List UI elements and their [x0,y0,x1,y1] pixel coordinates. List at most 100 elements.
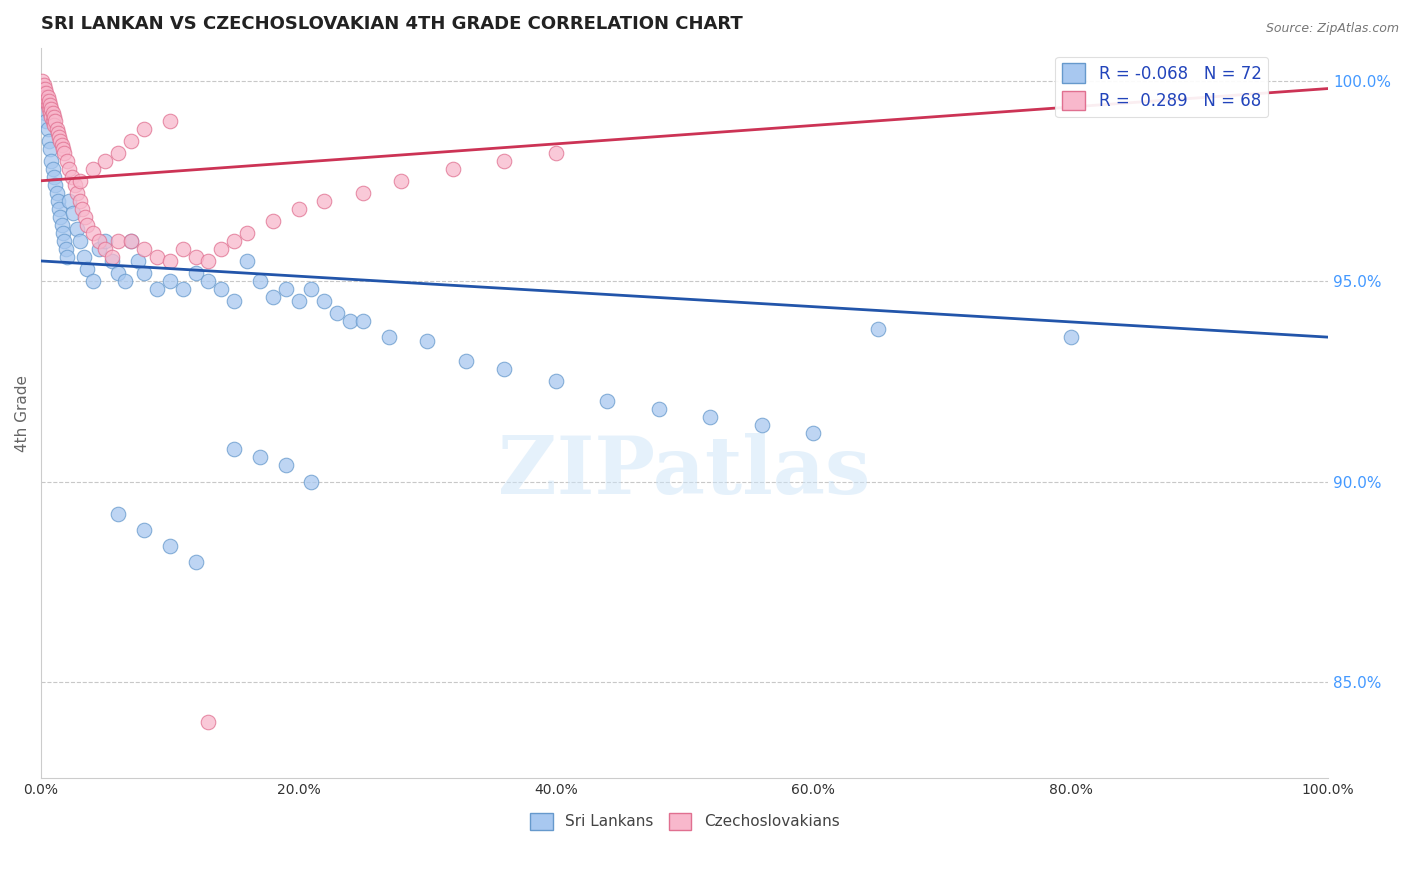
Point [41,113,63,128]
Point [866,322,889,336]
Y-axis label: 4th Grade: 4th Grade [15,375,30,452]
Point [35,94,58,108]
Point [41,102,63,116]
Point [299,475,322,489]
Legend: Sri Lankans, Czechoslovakians: Sri Lankans, Czechoslovakians [523,806,845,837]
Point [159,274,181,288]
Point [184,266,207,280]
Point [73,210,96,224]
Point [72,202,94,216]
Point [159,539,181,553]
Point [1060,330,1083,344]
Point [32,78,55,92]
Point [87,234,110,248]
Point [101,254,124,268]
Point [35,113,58,128]
Text: Source: ZipAtlas.com: Source: ZipAtlas.com [1265,22,1399,36]
Point [236,226,259,240]
Point [262,214,284,228]
Point [38,102,60,116]
Point [41,110,63,124]
Point [66,186,89,200]
Point [224,234,246,248]
Point [159,113,181,128]
Point [391,174,413,188]
Point [66,222,89,236]
Point [45,121,67,136]
Point [49,210,72,224]
Point [42,118,65,132]
Point [107,145,129,160]
Point [94,242,117,256]
Point [352,314,374,328]
Point [69,234,91,248]
Point [52,226,75,240]
Point [37,121,59,136]
Point [34,81,56,95]
Point [159,254,181,268]
Point [53,234,76,248]
Point [274,282,297,296]
Point [48,129,70,144]
Point [39,97,62,112]
Text: ZIPatlas: ZIPatlas [499,433,870,511]
Point [287,294,309,309]
Point [41,153,63,168]
Point [441,161,464,176]
Point [751,418,773,433]
Point [249,450,271,465]
Point [132,523,155,537]
Point [51,137,73,152]
Point [107,234,129,248]
Point [94,153,117,168]
Point [31,81,53,95]
Point [132,121,155,136]
Point [63,178,86,192]
Point [299,282,322,296]
Point [454,354,477,368]
Point [46,126,69,140]
Point [76,218,98,232]
Point [32,86,55,100]
Point [132,266,155,280]
Point [34,89,56,103]
Point [224,294,246,309]
Point [34,105,56,120]
Point [416,334,439,348]
Point [69,174,91,188]
Point [544,374,567,388]
Point [120,234,142,248]
Point [352,186,374,200]
Point [82,161,104,176]
Point [32,94,55,108]
Point [82,226,104,240]
Point [596,394,619,409]
Point [314,294,336,309]
Point [38,134,60,148]
Point [38,94,60,108]
Point [648,402,671,417]
Point [339,314,361,328]
Point [146,282,169,296]
Point [44,178,66,192]
Point [107,507,129,521]
Point [56,250,79,264]
Point [69,194,91,208]
Point [249,274,271,288]
Point [146,250,169,264]
Point [224,442,246,457]
Point [127,254,149,268]
Point [44,113,66,128]
Point [172,282,194,296]
Point [41,105,63,120]
Point [56,153,79,168]
Point [287,202,309,216]
Point [184,250,207,264]
Point [82,274,104,288]
Point [37,89,59,103]
Point [87,242,110,256]
Point [51,218,73,232]
Point [53,145,76,160]
Point [209,282,232,296]
Point [197,274,219,288]
